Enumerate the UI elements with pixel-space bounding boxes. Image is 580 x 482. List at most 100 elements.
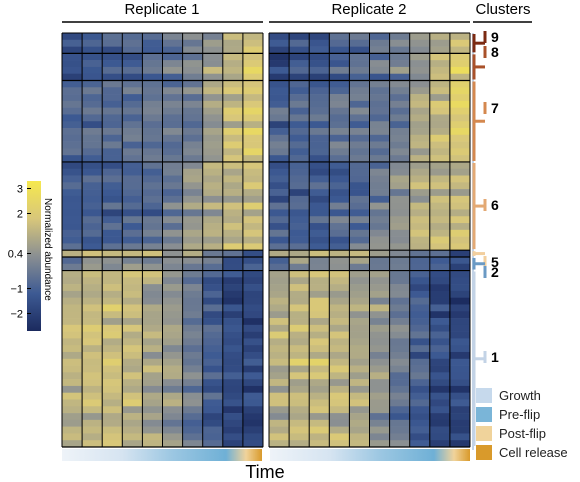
heatmap-cell <box>349 290 370 298</box>
heatmap-cell <box>162 53 183 61</box>
heatmap-cell <box>202 399 224 407</box>
heatmap-cell <box>242 168 264 176</box>
heatmap-cell <box>62 189 83 197</box>
heatmap-cell <box>329 426 350 434</box>
heatmap-cell <box>182 419 203 427</box>
heatmap-cell <box>142 243 163 251</box>
heatmap-cell <box>369 263 390 271</box>
heatmap-cell <box>369 46 390 54</box>
heatmap-cell <box>429 399 451 407</box>
heatmap-cell <box>289 87 310 95</box>
heatmap-cell <box>162 270 183 278</box>
heatmap-cell <box>102 250 123 258</box>
heatmap-cell <box>409 324 431 332</box>
heatmap-cell <box>269 413 290 421</box>
heatmap-cell <box>369 345 390 353</box>
heatmap-cell <box>429 94 451 102</box>
heatmap-cell <box>182 223 203 231</box>
heatmap-cell <box>269 148 290 156</box>
heatmap-cell <box>62 318 83 326</box>
heatmap-cell <box>162 304 183 312</box>
heatmap-cell <box>389 134 410 142</box>
heatmap-cell <box>62 440 83 448</box>
heatmap-cell <box>349 304 370 312</box>
heatmap-cell <box>142 168 163 176</box>
heatmap-cell <box>329 189 350 197</box>
heatmap-cell <box>329 324 350 332</box>
heatmap-cell <box>409 53 431 61</box>
heatmap-cell <box>289 223 310 231</box>
heatmap-cell <box>349 318 370 326</box>
heatmap-cell <box>449 270 471 278</box>
cluster-5-label: 5 <box>491 254 499 270</box>
heatmap-cell <box>102 311 123 319</box>
heatmap-cell <box>409 256 431 265</box>
heatmap-cell <box>162 256 183 265</box>
heatmap-cell <box>349 195 370 203</box>
heatmap-cell <box>289 338 310 346</box>
heatmap-cell <box>429 284 451 292</box>
heatmap-cell <box>289 168 310 176</box>
heatmap-cell <box>162 134 183 142</box>
heatmap-cell <box>162 277 183 285</box>
heatmap-cell <box>242 134 264 142</box>
heatmap-cell <box>62 284 83 292</box>
heatmap-cell <box>182 87 203 95</box>
heatmap-cell <box>222 426 244 434</box>
heatmap-cell <box>202 229 224 237</box>
heatmap-cell <box>242 284 264 292</box>
heatmap-cell <box>289 270 310 278</box>
heatmap-cell <box>82 290 103 298</box>
heatmap-cell <box>429 358 451 366</box>
heatmap-cell <box>222 351 244 360</box>
heatmap-cell <box>122 379 143 387</box>
heatmap-cell <box>269 175 290 183</box>
heatmap-cell <box>242 209 264 217</box>
heatmap-cell <box>62 358 83 366</box>
heatmap-cell <box>182 73 203 81</box>
heatmap-cell <box>309 419 330 427</box>
heatmap-cell <box>329 60 350 68</box>
heatmap-cell <box>369 182 390 190</box>
heatmap-cell <box>102 236 123 244</box>
heatmap-cell <box>122 311 143 319</box>
heatmap-cell <box>289 80 310 88</box>
heatmap-cell <box>82 73 103 81</box>
heatmap-cell <box>369 94 390 102</box>
heatmap-cell <box>182 379 203 387</box>
heatmap-grid <box>61 32 471 448</box>
heatmap-cell <box>62 155 83 163</box>
heatmap-cell <box>329 256 350 265</box>
heatmap-cell <box>142 284 163 292</box>
heatmap-cell <box>122 161 143 170</box>
heatmap-cell <box>222 100 244 108</box>
heatmap-cell <box>409 189 431 197</box>
heatmap-cell <box>369 134 390 142</box>
heatmap-cell <box>269 229 290 237</box>
heatmap-cell <box>329 168 350 176</box>
heatmap-cell <box>449 223 471 231</box>
heatmap-cell <box>102 413 123 421</box>
heatmap-cell <box>222 419 244 427</box>
heatmap-cell <box>449 216 471 224</box>
heatmap-cell <box>242 399 264 407</box>
heatmap-cell <box>289 392 310 400</box>
heatmap-cell <box>102 53 123 61</box>
heatmap-cell <box>269 189 290 197</box>
heatmap-cell <box>202 223 224 231</box>
heatmap-cell <box>429 304 451 312</box>
heatmap-cell <box>182 290 203 298</box>
heatmap-cell <box>162 419 183 427</box>
heatmap-cell <box>429 229 451 237</box>
heatmap-cell <box>449 236 471 244</box>
heatmap-cell <box>102 121 123 129</box>
heatmap-cell <box>369 80 390 88</box>
heatmap-cell <box>369 195 390 203</box>
heatmap-cell <box>62 46 83 54</box>
heatmap-cell <box>162 216 183 224</box>
heatmap-cell <box>182 202 203 210</box>
heatmap-cell <box>369 426 390 434</box>
heatmap-cell <box>289 33 310 41</box>
heatmap-cell <box>222 33 244 41</box>
heatmap-cell <box>449 121 471 129</box>
